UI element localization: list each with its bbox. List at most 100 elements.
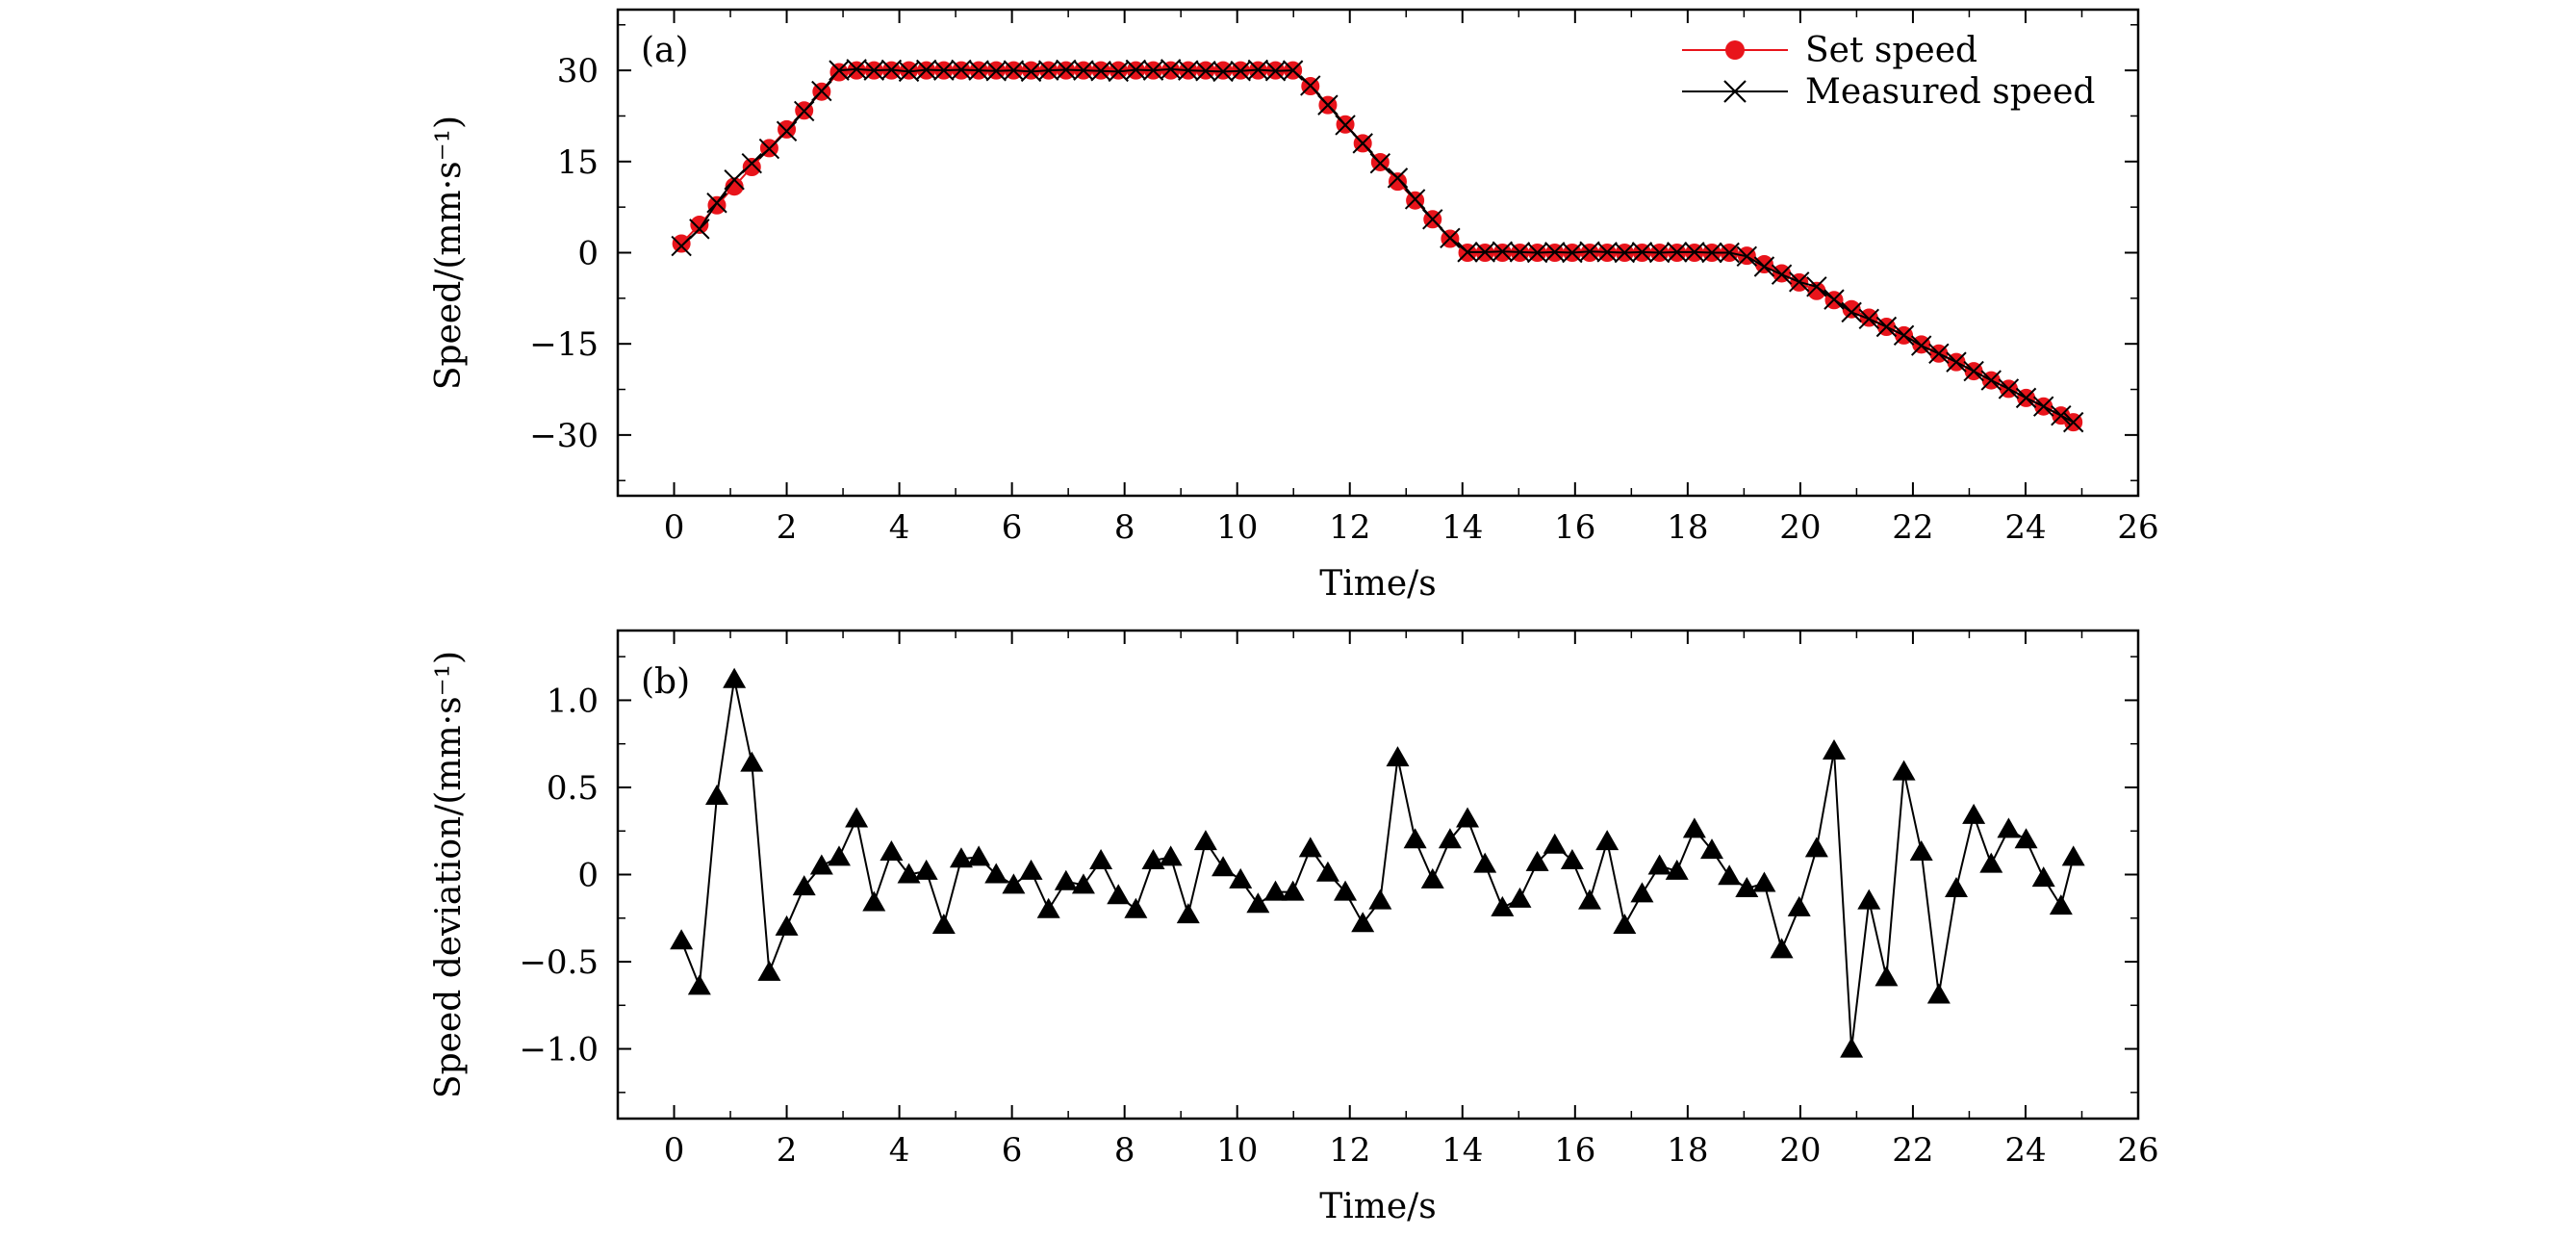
panel-a: 0 2 4 6 8 10 12 14 16 18 20 22 24 2630150−15−30Time/s… xyxy=(429,8,2159,604)
y-tick-label: 0 xyxy=(577,235,599,273)
measured-speed-point xyxy=(951,59,972,81)
deviation-point xyxy=(827,845,851,866)
deviation-point xyxy=(914,859,938,880)
measured-speed-point xyxy=(1003,60,1025,81)
measured-speed-point xyxy=(1579,241,1600,262)
measured-speed-point xyxy=(1509,242,1531,263)
measured-speed-point xyxy=(829,60,850,81)
deviation-point xyxy=(809,854,833,875)
deviation-point xyxy=(949,847,973,868)
measured-speed-point xyxy=(1474,242,1495,263)
measured-speed-point xyxy=(1352,133,1373,154)
measured-speed-point xyxy=(811,80,832,102)
y-tick-label: −1.0 xyxy=(519,1031,599,1069)
deviation-point xyxy=(862,890,886,912)
deviation-point xyxy=(1770,938,1794,959)
measured-speed-point xyxy=(1667,242,1688,263)
measured-speed-point xyxy=(2032,396,2054,417)
x-tick-label: 12 xyxy=(1329,508,1370,547)
x-tick-label: 8 xyxy=(1114,1131,1135,1170)
deviation-point xyxy=(1281,880,1305,901)
x-tick-label: 0 xyxy=(664,508,685,547)
deviation-point xyxy=(1368,889,1392,910)
deviation-point xyxy=(1665,859,1689,880)
measured-speed-point xyxy=(1980,370,2002,391)
measured-speed-point xyxy=(1073,60,1094,81)
x-tick-label: 2 xyxy=(777,508,798,547)
x-tick-label: 18 xyxy=(1667,1131,1708,1170)
measured-speed-point xyxy=(915,59,937,81)
measured-speed-point xyxy=(1824,289,1845,310)
measured-speed-point xyxy=(1457,242,1478,263)
measured-speed-point xyxy=(776,120,798,142)
measured-speed-point xyxy=(1300,75,1321,96)
x-tick-label: 22 xyxy=(1892,508,1933,547)
measured-speed-point xyxy=(1195,61,1216,82)
deviation-point xyxy=(1089,849,1113,870)
series-line xyxy=(680,679,2075,1049)
measured-speed-point xyxy=(1684,242,1705,263)
panel-label: (b) xyxy=(641,662,690,702)
y-axis-label: Speed/(mm·s⁻¹) xyxy=(429,116,469,390)
measured-speed-point xyxy=(1806,276,1827,297)
deviation-point xyxy=(1979,852,2003,873)
x-tick-label: 6 xyxy=(1002,1131,1023,1170)
measured-speed-point xyxy=(1789,271,1810,293)
x-tick-label: 14 xyxy=(1441,1131,1483,1170)
measured-speed-point xyxy=(1875,316,1898,338)
measured-speed-point xyxy=(1422,209,1443,230)
deviation-point xyxy=(1159,845,1183,866)
deviation-point xyxy=(1107,884,1131,905)
measured-speed-point xyxy=(863,60,884,81)
deviation-point xyxy=(1211,856,1236,877)
measured-speed-point xyxy=(1247,59,1269,81)
deviation-point xyxy=(1804,837,1828,858)
deviation-point xyxy=(1752,871,1776,892)
deviation-point xyxy=(1054,869,1078,890)
measured-speed-point xyxy=(1963,360,1984,382)
legend-label-measured-speed: Measured speed xyxy=(1805,72,2095,112)
deviation-point xyxy=(1875,966,1899,987)
measured-speed-point xyxy=(933,60,955,81)
deviation-point xyxy=(1019,859,1043,880)
deviation-point xyxy=(1403,828,1427,849)
panel-label: (a) xyxy=(641,31,689,70)
measured-speed-point xyxy=(1910,335,1932,356)
deviation-point xyxy=(1718,864,1742,886)
deviation-point xyxy=(880,839,904,861)
measured-speed-point xyxy=(1125,59,1147,81)
deviation-point xyxy=(1351,912,1375,933)
deviation-point xyxy=(1926,983,1951,1004)
deviation-point xyxy=(704,785,728,806)
deviation-point xyxy=(2014,828,2038,849)
measured-speed-point xyxy=(1893,324,1915,347)
deviation-point xyxy=(792,875,816,896)
measured-speed-point xyxy=(1648,242,1671,264)
deviation-point xyxy=(1630,882,1654,903)
measured-speed-point xyxy=(689,219,710,240)
measured-speed-point xyxy=(724,169,745,191)
measured-speed-point xyxy=(1526,242,1548,264)
x-tick-label: 24 xyxy=(2004,508,2046,547)
y-tick-label: −15 xyxy=(529,325,599,364)
deviation-point xyxy=(1543,833,1567,854)
deviation-point xyxy=(845,807,869,828)
deviation-point xyxy=(2031,866,2055,888)
deviation-point xyxy=(1386,746,1410,767)
deviation-point xyxy=(1473,852,1497,873)
deviation-point xyxy=(1229,867,1253,889)
deviation-point xyxy=(1438,828,1462,849)
measured-speed-point xyxy=(1404,189,1426,210)
measured-speed-point xyxy=(1020,61,1042,83)
deviation-point xyxy=(1298,837,1322,858)
measured-speed-point xyxy=(671,235,692,257)
measured-speed-point xyxy=(1142,60,1164,81)
measured-speed-point xyxy=(1056,59,1077,81)
measured-speed-point xyxy=(985,61,1007,82)
measured-speed-point xyxy=(880,59,903,81)
measured-speed-point xyxy=(1264,61,1287,82)
legend-label-set-speed: Set speed xyxy=(1805,31,1977,70)
deviation-point xyxy=(931,914,956,935)
